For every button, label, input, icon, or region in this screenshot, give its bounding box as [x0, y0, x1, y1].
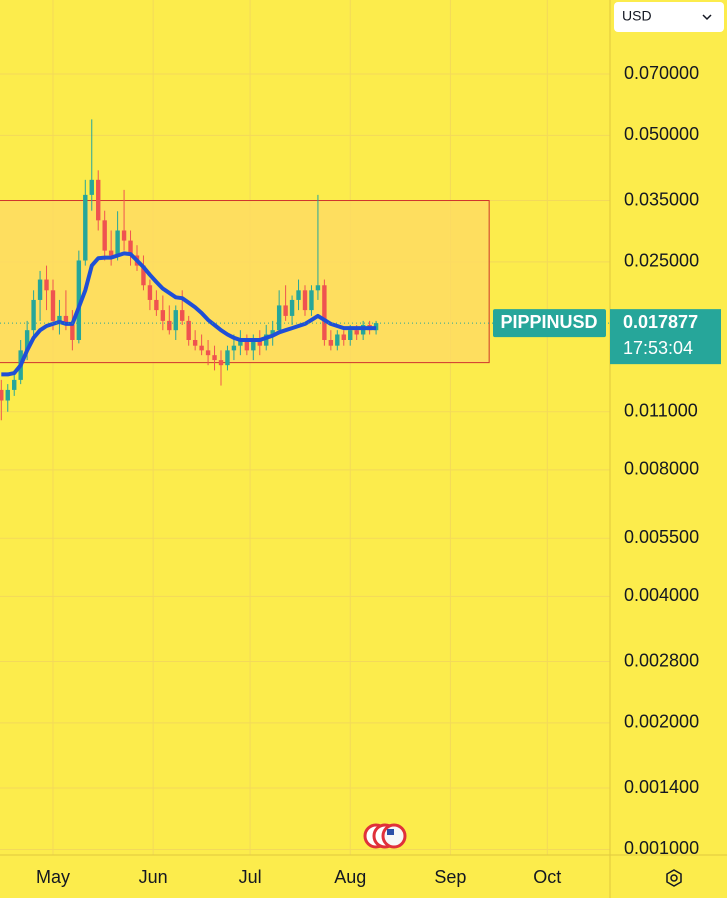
candle-body: [83, 194, 88, 261]
y-tick-label: 0.050000: [624, 124, 699, 144]
candle-body: [296, 290, 301, 300]
x-tick-label: May: [36, 867, 70, 887]
candle-body: [205, 350, 211, 356]
candle-body: [335, 334, 340, 346]
candle-body: [121, 230, 127, 241]
candle-body: [264, 334, 269, 346]
y-tick-label: 0.005500: [624, 527, 699, 547]
candle-body: [238, 339, 243, 346]
candle-body: [50, 290, 56, 321]
plot: [0, 119, 610, 421]
candle-body: [283, 305, 288, 316]
candle-body: [63, 315, 69, 325]
x-tick-label: Jul: [239, 867, 262, 887]
candle-body: [270, 330, 275, 335]
candle-body: [108, 250, 114, 256]
candle-body: [160, 310, 166, 321]
candle-body: [147, 285, 153, 300]
candle-body: [251, 339, 256, 351]
candle-body: [12, 379, 17, 390]
candle-body: [115, 230, 120, 256]
settings-icon[interactable]: [666, 869, 682, 887]
currency-label: USD: [622, 8, 652, 24]
candle-body: [322, 285, 327, 340]
x-axis: May Jun Jul Aug Sep Oct: [36, 867, 561, 887]
candle-body: [96, 179, 101, 221]
candle-body: [37, 279, 43, 300]
x-tick-label: Aug: [334, 867, 366, 887]
countdown-label: 17:53:04: [623, 338, 693, 358]
y-tick-label: 0.025000: [624, 251, 699, 271]
y-axis: 0.070000 0.050000 0.035000 0.025000 0.011000…: [624, 63, 699, 858]
x-tick-label: Sep: [434, 867, 466, 887]
candle-body: [24, 330, 30, 351]
candle-body: [225, 350, 230, 366]
candle-body: [180, 310, 185, 321]
candle-body: [5, 389, 10, 401]
candle-body: [167, 320, 172, 331]
candle-body: [218, 360, 224, 366]
candle-body: [70, 324, 75, 340]
candle-body: [289, 299, 295, 316]
symbol-label: PIPPINUSD: [500, 312, 597, 332]
candle-body: [341, 334, 346, 340]
y-tick-label: 0.008000: [624, 459, 699, 479]
dropdown-icon: [702, 14, 712, 21]
currency-button[interactable]: [614, 2, 724, 32]
grid: [0, 0, 610, 855]
x-tick-label: Jun: [139, 867, 168, 887]
candle-body: [89, 179, 94, 195]
candle-body: [315, 285, 321, 291]
flag-icon: [363, 823, 407, 849]
overlay: PIPPINUSD 0.017877 17:53:04: [493, 309, 721, 365]
candle-body: [44, 279, 49, 291]
candle-body: [57, 315, 62, 321]
candle-body: [302, 290, 308, 311]
y-tick-label: 0.070000: [624, 63, 699, 83]
y-tick-label: 0.001400: [624, 777, 699, 797]
range-box: [0, 200, 490, 364]
candle-body: [128, 240, 133, 256]
candle-body: [173, 310, 178, 331]
candle-body: [154, 299, 159, 311]
candle-body: [0, 389, 4, 401]
candle-body: [244, 339, 250, 351]
candle-body: [276, 305, 282, 331]
candle-body: [102, 220, 107, 251]
candle-body: [354, 330, 359, 335]
candle-body: [212, 355, 217, 361]
candle-body: [76, 260, 82, 340]
y-tick-label: 0.004000: [624, 585, 699, 605]
price-tag: [610, 309, 721, 365]
moving-average: [1, 251, 377, 377]
y-tick-label: 0.001000: [624, 838, 699, 858]
candle-body: [141, 265, 146, 286]
x-tick-label: Oct: [533, 867, 561, 887]
candle-body: [231, 345, 237, 351]
y-tick-label: 0.002000: [624, 712, 699, 732]
candle-body: [192, 339, 198, 346]
candle-body: [328, 339, 334, 346]
price-label: 0.017877: [623, 312, 698, 332]
symbol-tag: [493, 309, 606, 338]
candle-body: [199, 345, 204, 351]
candle-body: [186, 320, 191, 340]
y-tick-label: 0.002800: [624, 650, 699, 670]
candle-body: [309, 290, 314, 311]
candle-body: [348, 330, 353, 340]
candle-body: [257, 339, 262, 346]
y-tick-label: 0.035000: [624, 189, 699, 209]
candle-body: [31, 299, 36, 331]
y-tick-label: 0.011000: [624, 401, 698, 421]
